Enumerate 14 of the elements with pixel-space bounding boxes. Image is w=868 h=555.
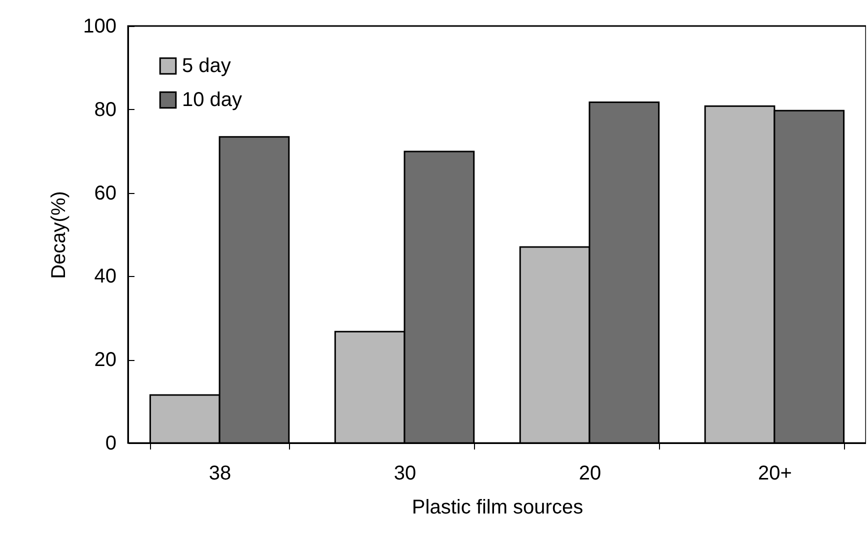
y-tick-label: 0 [105, 432, 116, 454]
y-tick-label: 60 [94, 182, 116, 204]
y-tick-label: 80 [94, 98, 116, 121]
x-axis-title: Plastic film sources [412, 496, 584, 518]
legend-label: 10 day [182, 89, 242, 111]
y-tick-label: 40 [94, 266, 116, 288]
x-tick-label: 20 [578, 462, 602, 484]
x-tick-label: 30 [394, 462, 416, 484]
y-tick-label: 20 [94, 349, 116, 372]
y-axis-title: Decay(%) [48, 191, 70, 279]
x-tick-label: 38 [208, 462, 232, 484]
x-tick-label: 20+ [758, 462, 792, 484]
legend-label: 5 day [182, 55, 231, 77]
y-tick-label: 100 [83, 16, 116, 38]
